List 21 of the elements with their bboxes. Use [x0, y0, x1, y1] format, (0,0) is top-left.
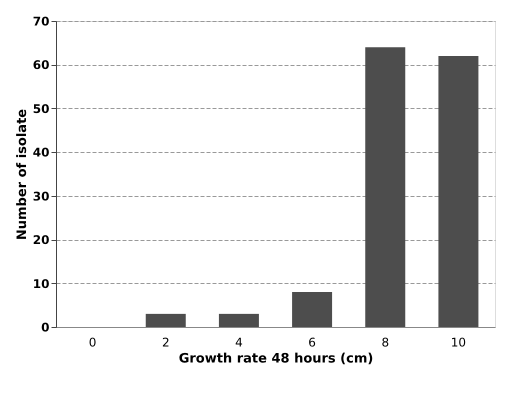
x-tick-label: 8 [381, 336, 390, 350]
x-tick-label: 4 [235, 336, 243, 350]
bar [438, 56, 478, 327]
x-tick-label: 10 [450, 336, 466, 350]
y-axis-title: Number of isolate [14, 108, 30, 240]
y-tick-label: 10 [32, 276, 50, 291]
bar [292, 292, 332, 327]
y-tick-label: 0 [41, 320, 50, 334]
bar [218, 314, 259, 327]
y-tick-label: 70 [32, 14, 50, 28]
y-tick-label: 20 [32, 233, 50, 248]
y-tick-label: 50 [32, 102, 50, 116]
x-tick-label: 0 [88, 336, 96, 350]
x-axis-title: Growth rate 48 hours (cm) [178, 352, 374, 366]
bar [365, 47, 406, 327]
x-tick-label: 2 [162, 336, 170, 350]
y-tick-label: 40 [32, 146, 50, 160]
x-tick-label: 6 [308, 336, 316, 350]
bar [146, 314, 186, 327]
y-tick-label: 30 [32, 189, 50, 204]
y-tick-label: 60 [32, 58, 50, 72]
